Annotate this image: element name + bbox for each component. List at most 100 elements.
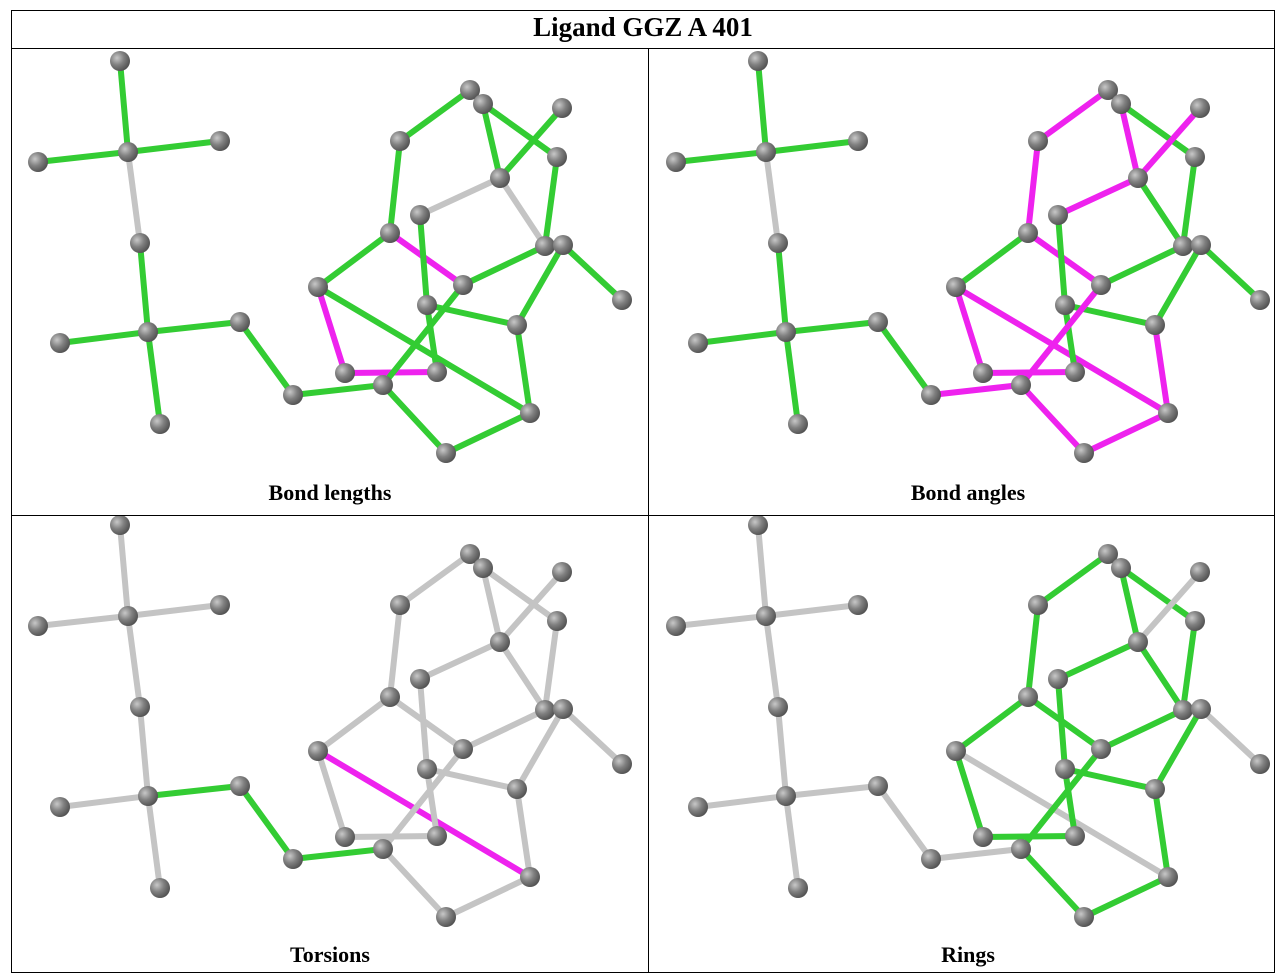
atom (410, 669, 430, 689)
bond (400, 554, 470, 605)
bond (1058, 642, 1138, 679)
bond (766, 152, 778, 243)
atom (973, 363, 993, 383)
atom (1055, 295, 1075, 315)
bond (786, 786, 878, 796)
atom (230, 312, 250, 332)
bond (786, 796, 798, 888)
panel-caption: Bond angles (911, 480, 1026, 505)
atom (547, 611, 567, 631)
atom (520, 867, 540, 887)
panel-caption: Bond lengths (269, 480, 392, 505)
bond (676, 152, 766, 162)
atom (535, 700, 555, 720)
atom (50, 797, 70, 817)
atom (1065, 362, 1085, 382)
bond (128, 616, 140, 707)
atom (490, 168, 510, 188)
bond (1201, 245, 1260, 300)
bond (698, 332, 786, 343)
bond (390, 605, 400, 697)
atom (308, 741, 328, 761)
bond (383, 849, 446, 917)
atom (1128, 168, 1148, 188)
atom (921, 849, 941, 869)
atom (848, 131, 868, 151)
bond (148, 796, 160, 888)
bond (420, 178, 500, 215)
bond (128, 141, 220, 152)
atom (1048, 669, 1068, 689)
bond (148, 332, 160, 424)
bond (778, 707, 786, 796)
atom (427, 826, 447, 846)
bond (400, 90, 470, 141)
atom (520, 403, 540, 423)
bond (420, 642, 500, 679)
title: Ligand GGZ A 401 (533, 12, 753, 42)
atom (768, 233, 788, 253)
bond (38, 152, 128, 162)
atom (552, 98, 572, 118)
bond (140, 707, 148, 796)
bond (1183, 157, 1195, 246)
bond (517, 325, 530, 413)
bond (563, 245, 622, 300)
bond (1101, 246, 1183, 285)
bond (956, 233, 1028, 287)
bond (563, 709, 622, 764)
atom (230, 776, 250, 796)
bond (318, 233, 390, 287)
bond (1138, 178, 1183, 246)
atom (130, 697, 150, 717)
bond (1028, 605, 1038, 697)
bond (60, 796, 148, 807)
atom (553, 235, 573, 255)
bond (931, 849, 1021, 859)
bond (500, 178, 545, 246)
bond (1084, 413, 1168, 453)
atom (1173, 236, 1193, 256)
bond (1058, 215, 1065, 305)
molecule-panel (28, 515, 632, 927)
atom (380, 687, 400, 707)
atom (138, 786, 158, 806)
bond (1038, 90, 1108, 141)
bond (698, 796, 786, 807)
atom (28, 152, 48, 172)
atom (1185, 611, 1205, 631)
bond (1183, 621, 1195, 710)
atom (788, 414, 808, 434)
panel-caption: Rings (941, 942, 995, 967)
atom (1111, 558, 1131, 578)
atom (118, 606, 138, 626)
atom (1091, 275, 1111, 295)
atom (507, 315, 527, 335)
atom (1145, 315, 1165, 335)
bond (383, 385, 446, 453)
bond (120, 525, 128, 616)
atom (748, 51, 768, 71)
atom (118, 142, 138, 162)
atom (1250, 754, 1270, 774)
bond (293, 385, 383, 395)
atom (768, 697, 788, 717)
atom (1048, 205, 1068, 225)
atom (1158, 867, 1178, 887)
bond (1138, 642, 1183, 710)
atom (1018, 687, 1038, 707)
atom (390, 131, 410, 151)
atom (1055, 759, 1075, 779)
bond (545, 621, 557, 710)
atom (1011, 375, 1031, 395)
atom (110, 515, 130, 535)
atom (50, 333, 70, 353)
atom (1158, 403, 1178, 423)
atom (417, 759, 437, 779)
bond (1058, 178, 1138, 215)
bond (676, 616, 766, 626)
atom (553, 699, 573, 719)
atom (1028, 595, 1048, 615)
atom (776, 322, 796, 342)
bond (786, 322, 878, 332)
